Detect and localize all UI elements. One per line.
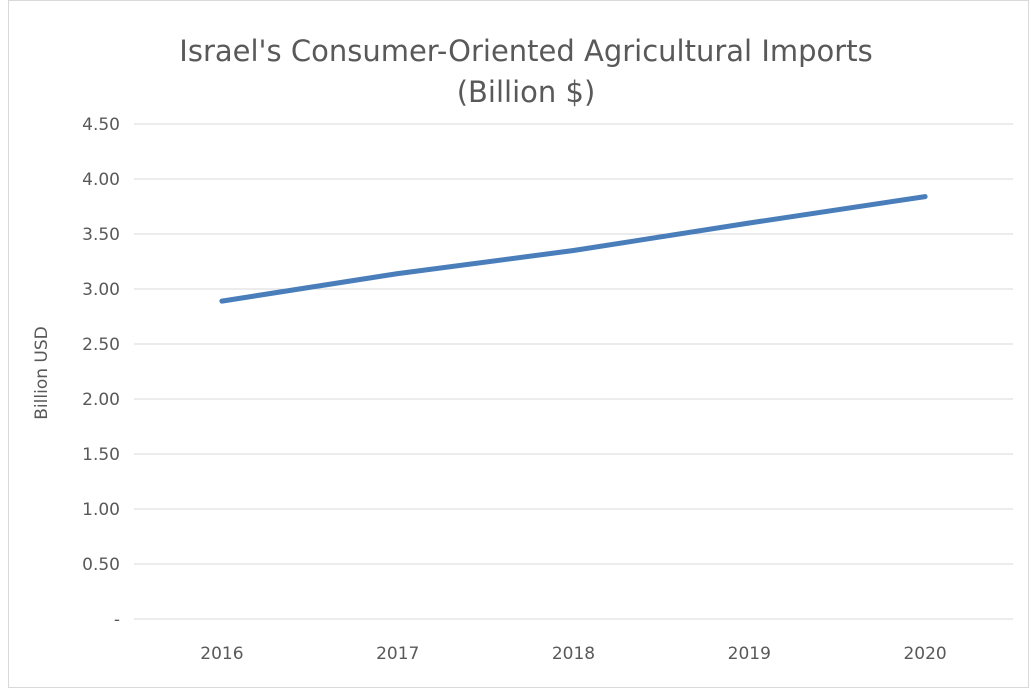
gridlines	[134, 123, 1013, 620]
data-point	[219, 298, 225, 304]
y-tick-label: 4.00	[82, 170, 120, 190]
data-point	[746, 220, 752, 226]
line-chart: Israel's Consumer-Oriented Agricultural …	[32, 34, 1013, 664]
data-point	[395, 271, 401, 276]
y-tick-label: 2.50	[82, 335, 120, 355]
y-tick-label: 1.00	[82, 500, 120, 520]
chart-title-line-1: Israel's Consumer-Oriented Agricultural …	[179, 34, 872, 68]
x-tick-label: 2020	[903, 644, 946, 664]
x-tick-label: 2018	[552, 644, 595, 664]
data-point	[571, 248, 576, 253]
chart-frame: Israel's Consumer-Oriented Agricultural …	[8, 0, 1029, 688]
y-tick-label: 3.50	[82, 225, 120, 245]
y-tick-label: 4.50	[82, 115, 120, 135]
x-tick-label: 2019	[728, 644, 771, 664]
series-layer	[219, 194, 928, 304]
y-axis-ticks: - 0.50 1.00 1.50 2.00 2.50 3.00 3.50 4.00 4.50	[82, 115, 120, 630]
chart-title-line-2: (Billion $)	[457, 75, 596, 109]
y-tick-label: 3.00	[82, 280, 120, 300]
x-tick-label: 2017	[376, 644, 419, 664]
y-axis-title: Billion USD	[32, 326, 52, 419]
y-tick-label: -	[114, 610, 120, 630]
y-tick-label: 2.00	[82, 390, 120, 410]
y-tick-label: 1.50	[82, 445, 120, 465]
x-axis-ticks: 2016 2017 2018 2019 2020	[200, 644, 946, 664]
data-point	[922, 194, 928, 200]
y-tick-label: 0.50	[82, 555, 120, 575]
x-tick-label: 2016	[200, 644, 243, 664]
